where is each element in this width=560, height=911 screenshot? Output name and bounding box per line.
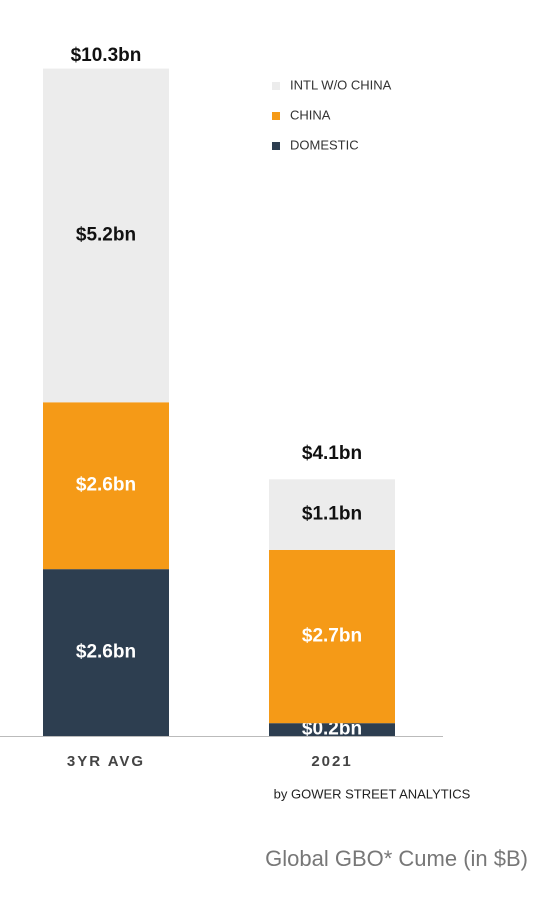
value-label: $0.2bn [302, 719, 362, 740]
bar-segment [269, 549, 395, 724]
legend-swatch [272, 142, 280, 150]
x-tick-label: 3YR AVG [67, 753, 145, 770]
x-tick-label: 2021 [311, 753, 352, 770]
value-label: $5.2bn [76, 224, 136, 245]
legend-label: DOMESTIC [290, 137, 359, 152]
legend-swatch [272, 82, 280, 90]
legend-swatch [272, 112, 280, 120]
bar-segment [269, 479, 395, 550]
bar-segment [43, 68, 169, 403]
total-label: $10.3bn [71, 45, 142, 66]
value-label: $1.1bn [302, 504, 362, 525]
value-label: $2.6bn [76, 475, 136, 496]
total-label: $4.1bn [302, 443, 362, 464]
bar-segment [43, 402, 169, 570]
value-label: $2.6bn [76, 642, 136, 663]
legend-label: CHINA [290, 107, 331, 122]
chart-title: Global GBO* Cume (in $B) [265, 846, 528, 871]
value-label: $2.7bn [302, 626, 362, 647]
source: by GOWER STREET ANALYTICS [274, 786, 471, 801]
bar-segment [269, 723, 395, 736]
legend-label: INTL W/O CHINA [290, 77, 392, 92]
bar-segment [43, 569, 169, 736]
